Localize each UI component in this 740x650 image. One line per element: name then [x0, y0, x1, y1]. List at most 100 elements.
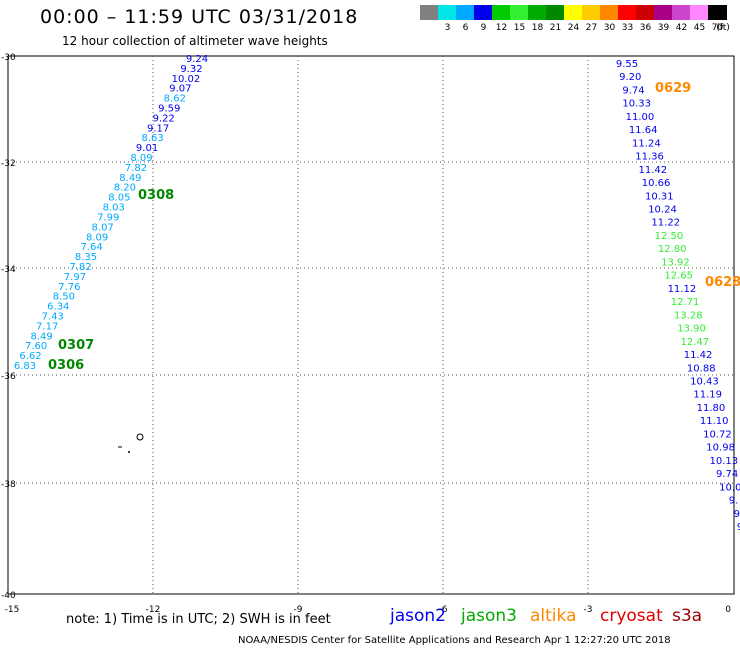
swh-value: 11.00 [626, 112, 655, 123]
scale-swatch [618, 5, 637, 20]
pass-time-label: 0628 [705, 275, 740, 290]
swh-value: 8.09 [86, 232, 108, 243]
swh-value: 11.24 [632, 138, 661, 149]
scale-swatch [456, 5, 475, 20]
page-subtitle: 12 hour collection of altimeter wave hei… [62, 34, 328, 48]
pass-time-label: 0629 [655, 81, 691, 96]
y-tick-label: -32 [1, 159, 16, 169]
island [136, 433, 144, 441]
swh-value: 13.28 [674, 310, 703, 321]
scale-label: 33 [621, 23, 634, 33]
swh-value: 8.03 [103, 203, 125, 214]
scale-label: 27 [585, 23, 598, 33]
y-tick-label: -34 [1, 265, 16, 275]
swh-value: 6.83 [14, 361, 36, 372]
x-tick-label: -6 [439, 605, 448, 615]
scale-swatch [582, 5, 601, 20]
scale-label: 18 [531, 23, 544, 33]
swh-value: 12.71 [671, 297, 700, 308]
scale-unit: (ft) [716, 23, 730, 33]
swh-value: 7.82 [69, 262, 91, 273]
swh-value: 9.22 [153, 113, 175, 124]
scale-label: 36 [639, 23, 652, 33]
legend-jason2: jason2 [390, 606, 446, 626]
swh-value: 11.42 [684, 350, 713, 361]
scale-swatch [492, 5, 511, 20]
x-tick-label: -15 [5, 605, 20, 615]
scale-label: 39 [657, 23, 670, 33]
swh-value: 8.62 [164, 94, 186, 105]
scale-label: 30 [603, 23, 616, 33]
scale-label: 24 [567, 23, 580, 33]
swh-value: 10.88 [687, 363, 716, 374]
swh-value: 10.0 [719, 482, 740, 493]
swh-value: 7.43 [42, 311, 64, 322]
island [128, 451, 130, 453]
swh-value: 8.49 [31, 331, 53, 342]
swh-value: 11.64 [629, 125, 658, 136]
swh-value: 9.20 [619, 72, 641, 83]
swh-value: 7.17 [36, 321, 58, 332]
swh-value: 8.50 [53, 292, 75, 303]
scale-swatch [474, 5, 493, 20]
swh-value: 12.47 [680, 337, 709, 348]
legend-altika: altika [530, 606, 577, 626]
swh-value: 9.17 [147, 123, 169, 134]
pass-time-label: 0307 [58, 338, 94, 353]
scale-swatch [636, 5, 655, 20]
scale-swatch [546, 5, 565, 20]
color-scale: 3 6 9 12 15 18 21 24 27 30 33 36 39 42 45 70 (ft) [420, 5, 730, 35]
scale-label: 15 [513, 23, 526, 33]
swh-value: 8.20 [114, 183, 136, 194]
map-frame [7, 55, 735, 595]
swh-value: 10.02 [172, 74, 201, 85]
swh-value: 7.97 [64, 272, 86, 283]
scale-label: 21 [549, 23, 562, 33]
swh-value: 8.63 [141, 133, 163, 144]
scale-label: 6 [462, 23, 469, 33]
swh-value: 11.12 [668, 284, 697, 295]
swh-value: 8.07 [92, 222, 114, 233]
swh-value: 9 [737, 522, 740, 533]
scale-swatch [438, 5, 457, 20]
pass-time-label: 0306 [48, 358, 84, 373]
scale-swatch [690, 5, 709, 20]
swh-value: 12.80 [658, 244, 687, 255]
scale-label: 9 [480, 23, 487, 33]
scale-label: 42 [675, 23, 688, 33]
scale-label: 70 [711, 23, 724, 33]
y-tick-label: -38 [1, 480, 16, 490]
swh-value: 7.82 [125, 163, 147, 174]
x-tick-label: -12 [146, 605, 161, 615]
swh-value: 7.76 [58, 282, 80, 293]
scale-label: 3 [444, 23, 451, 33]
scale-swatch [510, 5, 529, 20]
swh-value: 10.31 [645, 191, 674, 202]
swh-value: 11.36 [635, 152, 664, 163]
swh-value: 7.99 [97, 212, 119, 223]
swh-value: 6.34 [47, 302, 69, 313]
note-text: note: 1) Time is in UTC; 2) SWH is in fe… [66, 612, 331, 627]
swh-value: 11.10 [700, 416, 729, 427]
scale-swatch [564, 5, 583, 20]
swh-value: 11.80 [697, 403, 726, 414]
swh-value: 10.33 [622, 99, 651, 110]
scale-swatch [672, 5, 691, 20]
swh-value: 9.74 [622, 85, 644, 96]
swh-value: 12.50 [655, 231, 684, 242]
scale-swatch [708, 5, 727, 20]
scale-swatch [600, 5, 619, 20]
swh-value: 8.09 [130, 153, 152, 164]
swh-value: 7.64 [80, 242, 102, 253]
swh-value: 10.98 [706, 443, 735, 454]
y-tick-label: -36 [1, 372, 16, 382]
swh-value: 9.55 [616, 59, 638, 70]
swh-value: 8.05 [108, 193, 130, 204]
swh-value: 9.24 [186, 54, 208, 65]
swh-value: 7.60 [25, 341, 47, 352]
swh-value: 13.90 [677, 324, 706, 335]
swh-value: 9.59 [158, 104, 180, 115]
swh-value: 12.65 [664, 271, 693, 282]
swh-value: 9 [734, 509, 740, 520]
